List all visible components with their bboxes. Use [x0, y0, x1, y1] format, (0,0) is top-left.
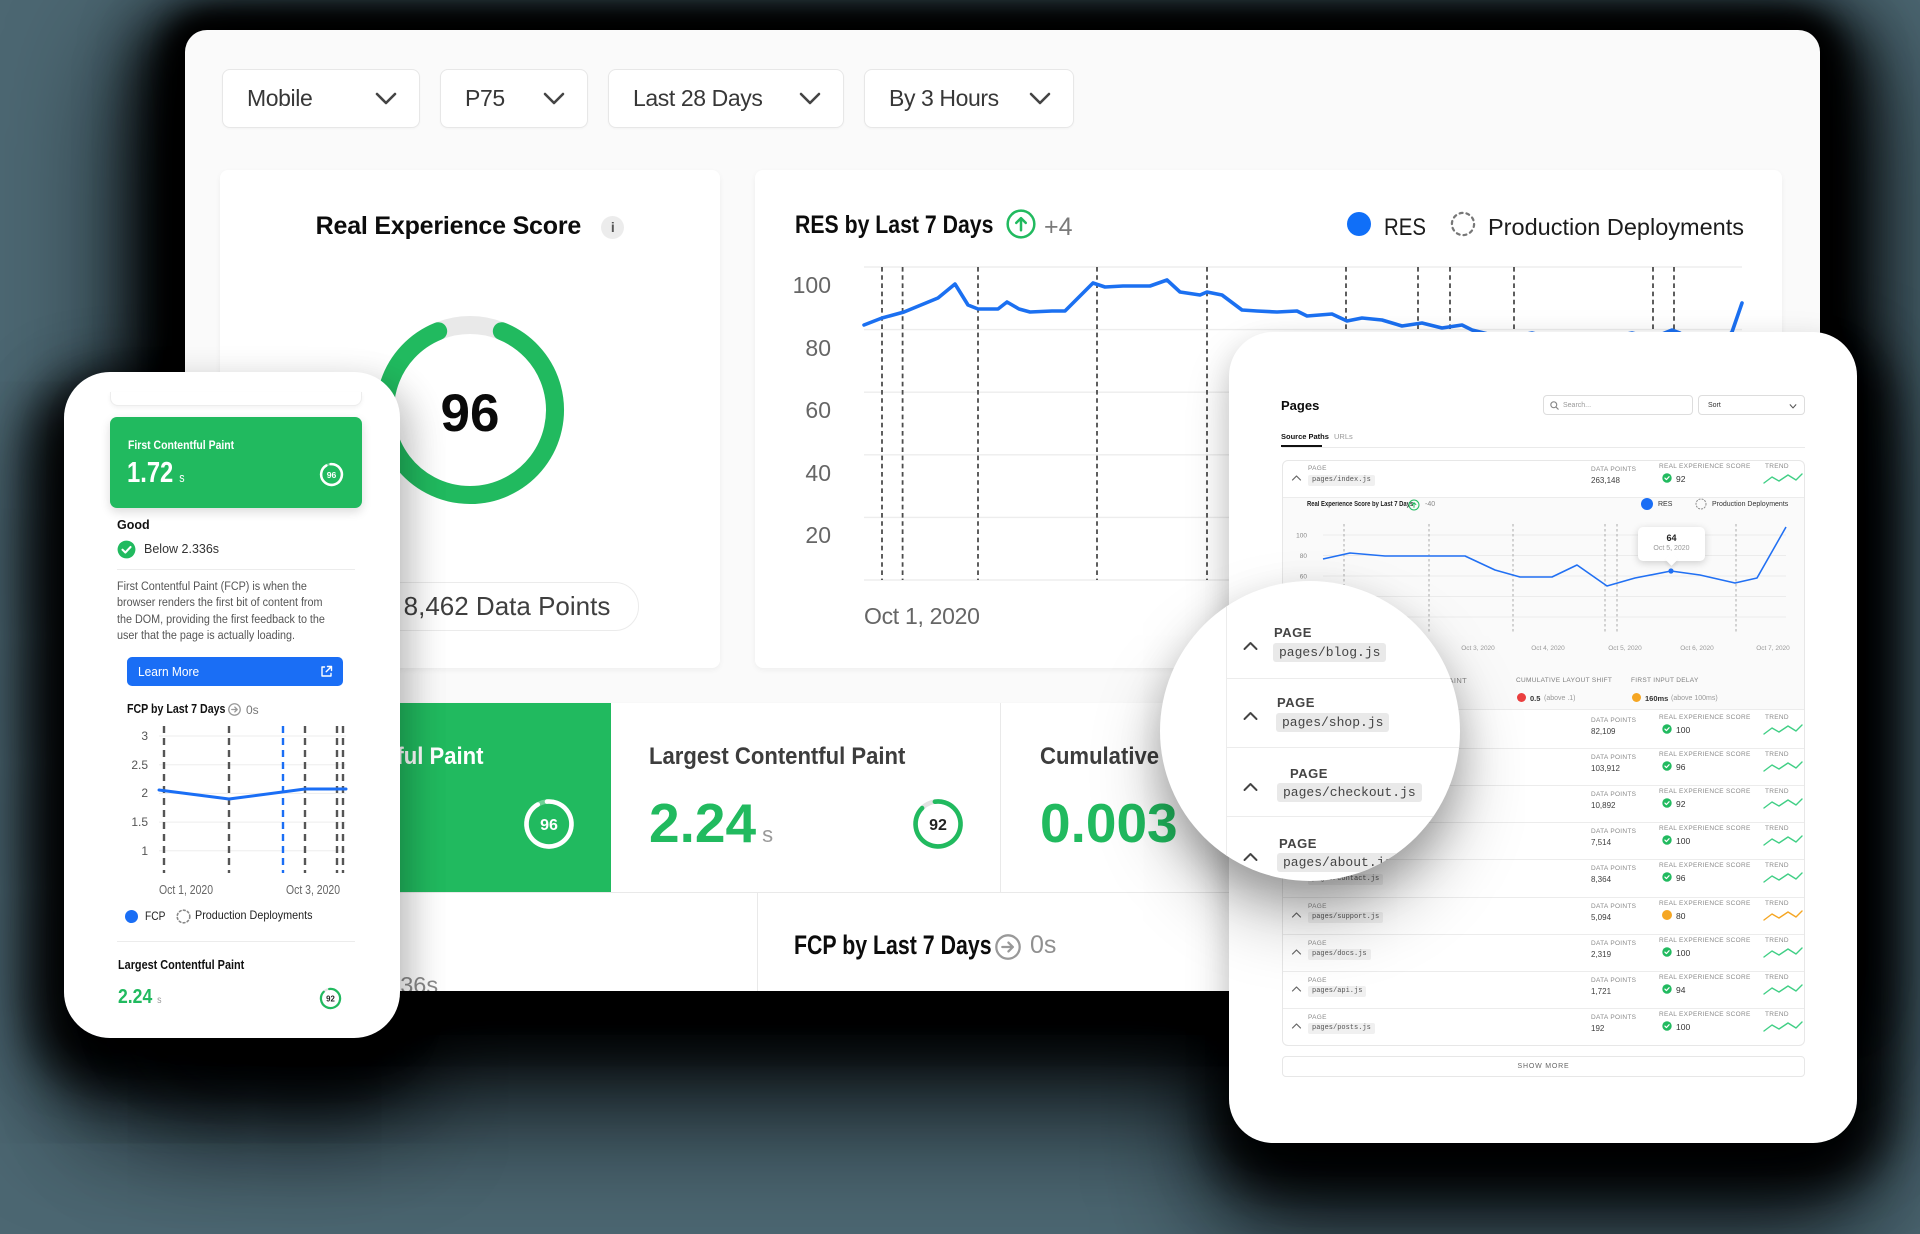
svg-text:Oct 3, 2020: Oct 3, 2020: [1461, 645, 1495, 652]
svg-text:80: 80: [1300, 553, 1308, 560]
svg-text:80: 80: [805, 335, 831, 361]
svg-text:2: 2: [141, 786, 148, 800]
svg-text:Oct 6, 2020: Oct 6, 2020: [1680, 645, 1714, 652]
svg-text:100: 100: [793, 272, 831, 298]
svg-text:Oct 7, 2020: Oct 7, 2020: [1756, 645, 1790, 652]
svg-text:96: 96: [327, 470, 337, 480]
svg-text:Oct 3, 2020: Oct 3, 2020: [286, 883, 340, 897]
svg-text:60: 60: [805, 397, 831, 423]
svg-text:20: 20: [805, 522, 831, 548]
svg-text:1.5: 1.5: [131, 815, 148, 829]
svg-text:92: 92: [326, 994, 335, 1003]
svg-text:40: 40: [805, 460, 831, 486]
svg-text:100: 100: [1296, 533, 1307, 540]
svg-text:Oct 4, 2020: Oct 4, 2020: [1531, 645, 1565, 652]
svg-text:Oct 1, 2020: Oct 1, 2020: [159, 883, 213, 897]
svg-text:2.5: 2.5: [131, 758, 148, 772]
svg-text:60: 60: [1300, 574, 1308, 581]
svg-text:96: 96: [540, 817, 558, 834]
svg-text:Oct 5, 2020: Oct 5, 2020: [1608, 645, 1642, 652]
svg-text:1: 1: [141, 844, 148, 858]
svg-text:3: 3: [141, 729, 148, 743]
svg-text:92: 92: [929, 817, 947, 834]
